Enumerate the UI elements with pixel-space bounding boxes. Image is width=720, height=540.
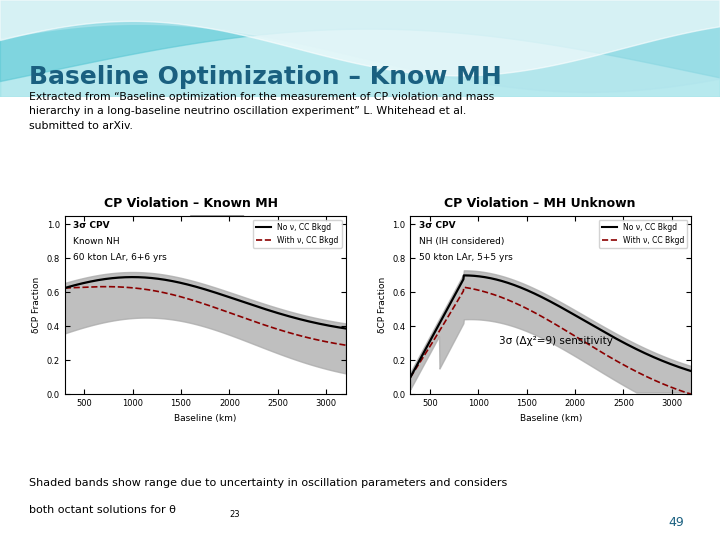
Y-axis label: δCP Fraction: δCP Fraction bbox=[378, 277, 387, 333]
Text: both octant solutions for θ: both octant solutions for θ bbox=[29, 505, 176, 515]
Text: Shaded bands show range due to uncertainty in oscillation parameters and conside: Shaded bands show range due to uncertain… bbox=[29, 478, 507, 488]
Y-axis label: δCP Fraction: δCP Fraction bbox=[32, 277, 41, 333]
Text: 3σ (Δχ²=9) sensitivity: 3σ (Δχ²=9) sensitivity bbox=[500, 336, 613, 346]
Legend: No ν, CC Bkgd, With ν, CC Bkgd: No ν, CC Bkgd, With ν, CC Bkgd bbox=[253, 220, 342, 248]
Legend: No ν, CC Bkgd, With ν, CC Bkgd: No ν, CC Bkgd, With ν, CC Bkgd bbox=[598, 220, 688, 248]
Text: 60 kton LAr, 6+6 yrs: 60 kton LAr, 6+6 yrs bbox=[73, 253, 167, 262]
Text: 49: 49 bbox=[669, 516, 685, 529]
Text: CP Violation – MH Unknown: CP Violation – MH Unknown bbox=[444, 197, 636, 211]
X-axis label: Baseline (km): Baseline (km) bbox=[174, 414, 236, 423]
Text: NH (IH considered): NH (IH considered) bbox=[419, 238, 504, 246]
Text: 23: 23 bbox=[230, 510, 240, 519]
Text: 3σ CPV: 3σ CPV bbox=[419, 221, 456, 231]
Text: 3σ CPV: 3σ CPV bbox=[73, 221, 110, 231]
Text: 50 kton LAr, 5+5 yrs: 50 kton LAr, 5+5 yrs bbox=[419, 253, 513, 262]
Text: Baseline Optimization – Know MH: Baseline Optimization – Know MH bbox=[29, 65, 502, 90]
Text: CP Violation – Known MH: CP Violation – Known MH bbox=[104, 197, 278, 211]
X-axis label: Baseline (km): Baseline (km) bbox=[520, 414, 582, 423]
Text: Extracted from “Baseline optimization for the measurement of CP violation and ma: Extracted from “Baseline optimization fo… bbox=[29, 92, 494, 131]
Text: Known NH: Known NH bbox=[73, 238, 120, 246]
